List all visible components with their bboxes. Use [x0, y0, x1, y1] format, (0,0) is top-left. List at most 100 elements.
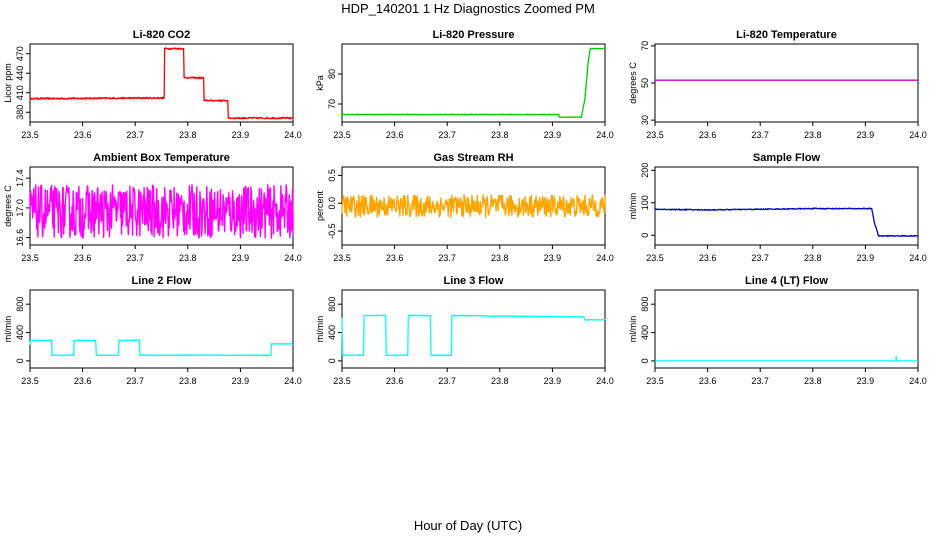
- panel-title: Li-820 CO2: [133, 29, 190, 41]
- series-line: [341, 194, 606, 218]
- y-tick-label: 470: [15, 46, 25, 61]
- x-tick-label: 23.5: [646, 376, 664, 386]
- x-tick-label: 24.0: [596, 376, 614, 386]
- y-tick-label: -0.5: [327, 223, 337, 239]
- y-axis-label: kPa: [315, 75, 325, 91]
- y-tick-label: 16.6: [15, 229, 25, 247]
- x-tick-label: 23.9: [857, 130, 875, 140]
- y-tick-label: 400: [640, 325, 650, 340]
- panel-1: Li-820 CO2 Licor ppm 23.5 23.6 23.7 23.8 23.9 2…: [3, 29, 302, 140]
- x-tick-label: 24.0: [909, 253, 927, 263]
- x-tick-label: 24.0: [596, 130, 614, 140]
- x-tick-label: 24.0: [284, 376, 302, 386]
- y-tick-label: 30: [640, 115, 650, 125]
- y-tick-label: 0: [640, 233, 650, 238]
- y-tick-label: 70: [327, 99, 337, 109]
- panel-4: Ambient Box Temperature degrees C 23.5 23.6…: [3, 152, 302, 263]
- x-tick-label: 23.5: [646, 130, 664, 140]
- plot-frame: [341, 289, 606, 369]
- y-tick-label: 70: [640, 41, 650, 51]
- x-tick-label: 23.6: [699, 376, 717, 386]
- x-tick-label: 23.5: [646, 253, 664, 263]
- x-tick-label: 23.7: [438, 253, 456, 263]
- x-tick-label: 23.7: [438, 376, 456, 386]
- y-tick-label: 0.0: [327, 197, 337, 210]
- panel-9: Line 4 (LT) Flow ml/min 23.5 23.6 23.7 23.8 23…: [628, 275, 927, 386]
- x-tick-label: 23.5: [21, 130, 39, 140]
- y-tick-label: 200: [640, 163, 650, 178]
- x-tick-label: 23.7: [126, 253, 144, 263]
- x-tick-label: 23.6: [74, 376, 92, 386]
- plot-frame: [29, 289, 294, 369]
- x-tick-label: 23.9: [544, 376, 562, 386]
- panel-8: Line 3 Flow ml/min 23.5 23.6 23.7 23.8 23.9 24.…: [315, 275, 614, 386]
- plot-frame: [654, 289, 919, 369]
- x-tick-label: 23.6: [74, 253, 92, 263]
- panel-6: Sample Flow ml/min 23.5 23.6 23.7 23.8 23.9 24.…: [628, 152, 927, 263]
- x-tick-label: 23.5: [333, 253, 351, 263]
- x-tick-label: 23.6: [386, 130, 404, 140]
- plot-frame: [654, 43, 919, 123]
- x-tick-label: 23.8: [491, 253, 509, 263]
- y-tick-label: 440: [15, 66, 25, 81]
- panel-3: Li-820 Temperature degrees C 23.5 23.6 23.7 2…: [628, 29, 927, 140]
- y-tick-label: 800: [15, 297, 25, 312]
- y-axis-label: Licor ppm: [3, 63, 13, 103]
- x-tick-label: 24.0: [909, 130, 927, 140]
- y-tick-label: 17.0: [15, 199, 25, 217]
- x-tick-label: 23.9: [232, 376, 250, 386]
- y-axis-label: percent: [315, 190, 325, 221]
- x-tick-label: 23.8: [491, 130, 509, 140]
- panel-title: Gas Stream RH: [433, 152, 513, 164]
- x-tick-label: 23.9: [232, 130, 250, 140]
- panel-title: Line 3 Flow: [444, 275, 504, 287]
- panel-title: Line 2 Flow: [132, 275, 192, 287]
- panel-title: Li-820 Pressure: [433, 29, 515, 41]
- panel-title: Sample Flow: [753, 152, 821, 164]
- x-tick-label: 23.7: [438, 130, 456, 140]
- x-tick-label: 23.8: [804, 376, 822, 386]
- x-tick-label: 23.5: [333, 376, 351, 386]
- panel-title: Line 4 (LT) Flow: [745, 275, 828, 287]
- y-tick-label: 380: [15, 105, 25, 120]
- x-tick-label: 23.5: [333, 130, 351, 140]
- x-tick-label: 23.7: [751, 376, 769, 386]
- x-tick-label: 23.9: [857, 376, 875, 386]
- x-tick-label: 23.9: [232, 253, 250, 263]
- x-tick-label: 23.6: [74, 130, 92, 140]
- x-tick-label: 23.8: [179, 376, 197, 386]
- x-tick-label: 23.6: [699, 130, 717, 140]
- x-tick-label: 23.6: [386, 253, 404, 263]
- x-tick-label: 24.0: [284, 130, 302, 140]
- x-tick-label: 23.7: [751, 130, 769, 140]
- x-tick-label: 23.9: [857, 253, 875, 263]
- y-tick-label: 400: [327, 325, 337, 340]
- panel-title: Li-820 Temperature: [736, 29, 837, 41]
- x-tick-label: 24.0: [596, 253, 614, 263]
- series-line: [29, 339, 294, 357]
- y-axis-label: ml/min: [628, 316, 638, 343]
- y-tick-label: 0: [640, 358, 650, 363]
- x-tick-label: 23.8: [804, 130, 822, 140]
- y-axis-label: degrees C: [3, 185, 13, 227]
- y-axis-label: degrees C: [628, 62, 638, 104]
- y-tick-label: 0.5: [327, 169, 337, 182]
- x-tick-label: 23.6: [699, 253, 717, 263]
- y-tick-label: 0: [15, 358, 25, 363]
- y-tick-label: 800: [640, 297, 650, 312]
- x-tick-label: 23.5: [21, 376, 39, 386]
- panel-title: Ambient Box Temperature: [93, 152, 230, 164]
- x-tick-label: 23.5: [21, 253, 39, 263]
- y-tick-label: 100: [640, 195, 650, 210]
- panel-2: Li-820 Pressure kPa 23.5 23.6 23.7 23.8 23.9 24…: [315, 29, 614, 140]
- y-tick-label: 80: [327, 69, 337, 79]
- series-line: [29, 184, 294, 239]
- plot-frame: [341, 43, 606, 123]
- series-line: [654, 355, 919, 362]
- x-tick-label: 23.7: [751, 253, 769, 263]
- x-tick-label: 23.8: [179, 253, 197, 263]
- x-tick-label: 23.6: [386, 376, 404, 386]
- x-tick-label: 23.8: [179, 130, 197, 140]
